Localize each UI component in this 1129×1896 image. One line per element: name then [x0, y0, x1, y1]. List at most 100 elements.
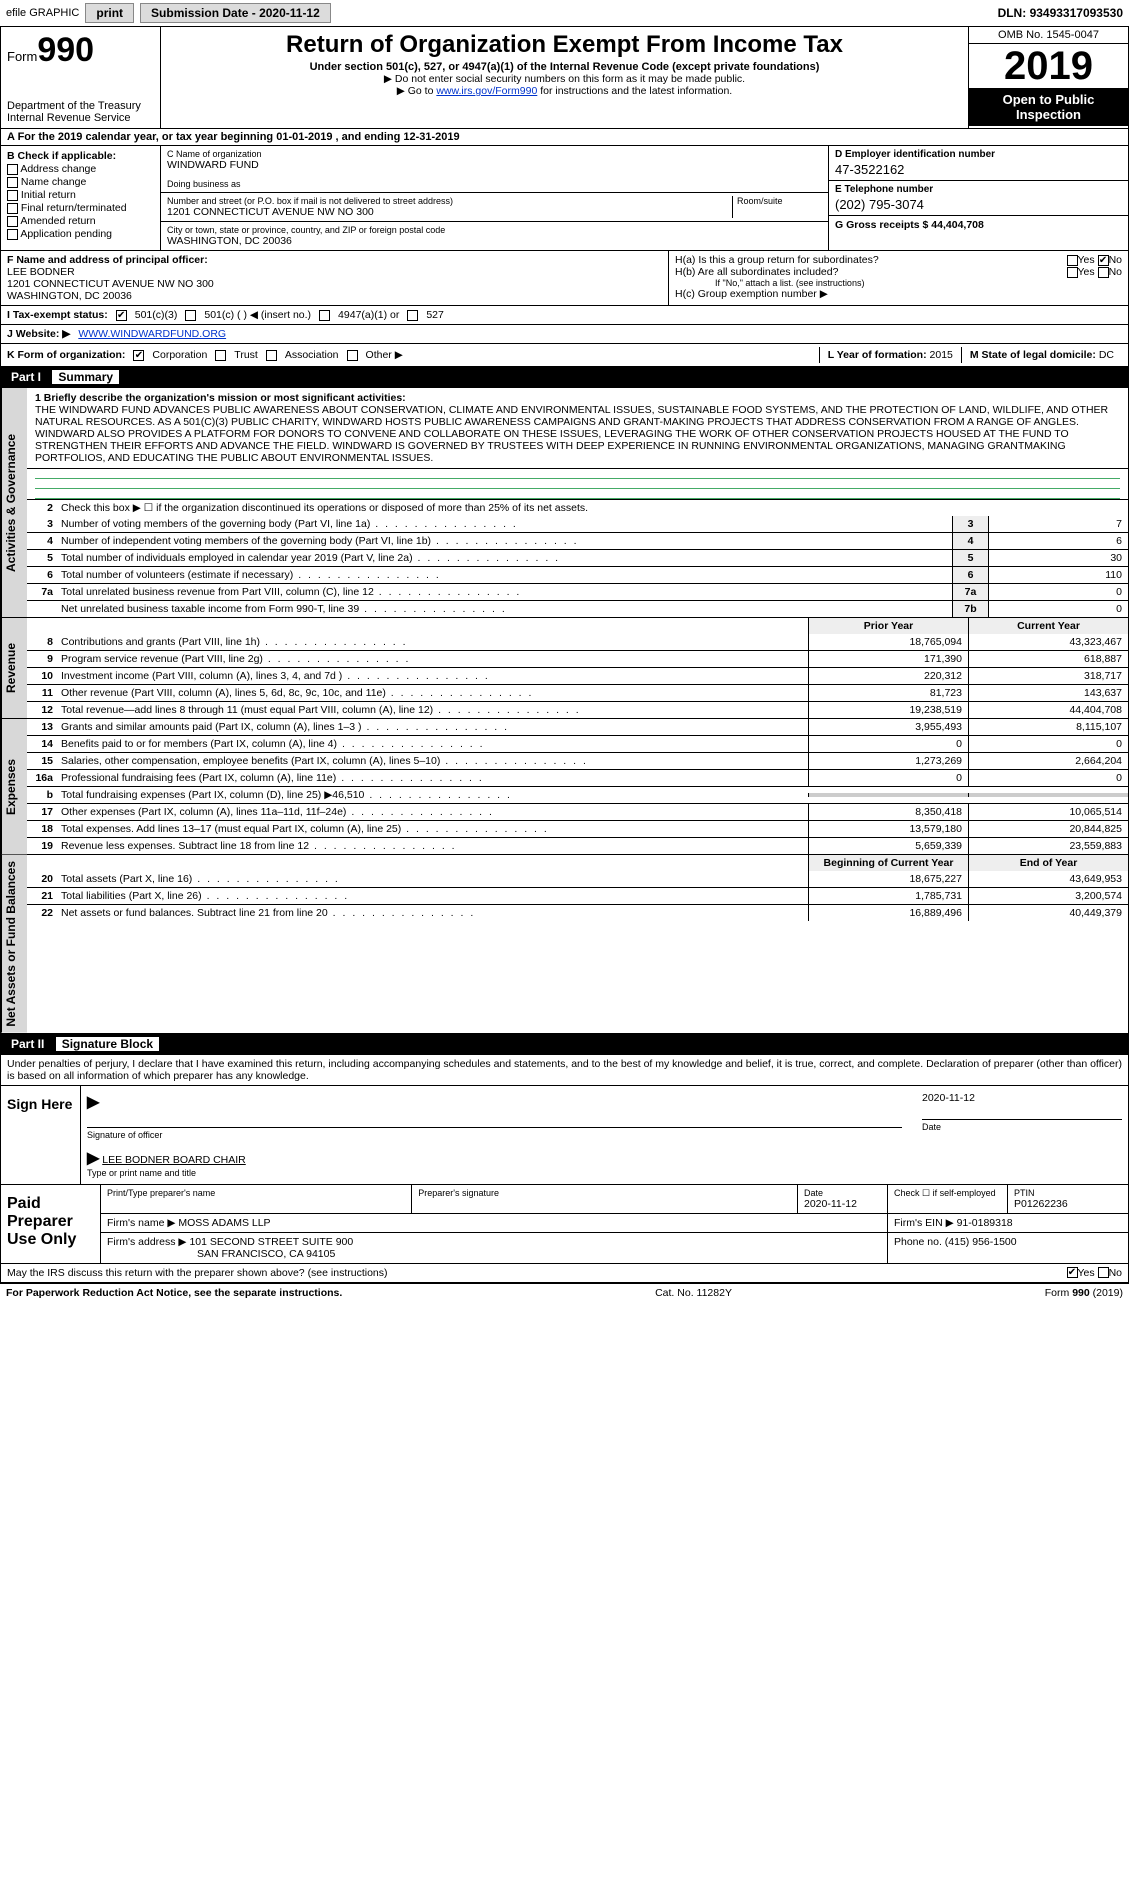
sign-here-label: Sign Here	[1, 1086, 81, 1184]
hb-row: H(b) Are all subordinates included? Yes …	[675, 266, 1122, 278]
officer-addr2: WASHINGTON, DC 20036	[7, 290, 662, 302]
form-number: Form990	[7, 31, 154, 70]
page-footer: For Paperwork Reduction Act Notice, see …	[0, 1283, 1129, 1302]
chk-501c3[interactable]: ✔	[116, 310, 127, 321]
city-state-zip: WASHINGTON, DC 20036	[167, 235, 822, 247]
table-row: Net unrelated business taxable income fr…	[27, 600, 1128, 617]
tax-year: 2019	[969, 44, 1128, 88]
footer-left: For Paperwork Reduction Act Notice, see …	[6, 1287, 342, 1299]
header-left: Form990 Department of the Treasury Inter…	[1, 27, 161, 128]
table-row: 14Benefits paid to or for members (Part …	[27, 735, 1128, 752]
website-link[interactable]: WWW.WINDWARDFUND.ORG	[78, 328, 226, 340]
officer-name: LEE BODNER	[7, 266, 662, 278]
table-row: 7aTotal unrelated business revenue from …	[27, 583, 1128, 600]
year-formation: L Year of formation: 2015	[819, 347, 961, 363]
table-row: 21Total liabilities (Part X, line 26)1,7…	[27, 887, 1128, 904]
chk-trust[interactable]	[215, 350, 226, 361]
revenue-body: Prior Year Current Year 8Contributions a…	[27, 618, 1128, 718]
part1-governance: Activities & Governance 1 Briefly descri…	[0, 388, 1129, 618]
table-row: 5Total number of individuals employed in…	[27, 549, 1128, 566]
arrow-icon: ▶	[87, 1094, 99, 1111]
header-mid: Return of Organization Exempt From Incom…	[161, 27, 968, 128]
mission-section: 1 Briefly describe the organization's mi…	[27, 388, 1128, 469]
b-label: B Check if applicable:	[7, 150, 154, 162]
net-header: Beginning of Current Year End of Year	[27, 855, 1128, 871]
footer-mid: Cat. No. 11282Y	[655, 1287, 732, 1299]
section-b: B Check if applicable: Address change Na…	[1, 146, 161, 250]
gross-receipts: 44,404,708	[931, 219, 984, 231]
chk-address-change[interactable]: Address change	[7, 163, 154, 175]
chk-other[interactable]	[347, 350, 358, 361]
firm-ein: 91-0189318	[957, 1217, 1013, 1229]
dept-label: Department of the Treasury	[7, 100, 154, 112]
tax-period: A For the 2019 calendar year, or tax yea…	[0, 129, 1129, 146]
section-i: I Tax-exempt status: ✔501(c)(3) 501(c) (…	[0, 306, 1129, 325]
chk-discuss-yes[interactable]: ✔	[1067, 1267, 1078, 1278]
vtab-netassets: Net Assets or Fund Balances	[1, 855, 27, 1033]
chk-association[interactable]	[266, 350, 277, 361]
dln: DLN: 93493317093530	[998, 6, 1123, 20]
section-h: H(a) Is this a group return for subordin…	[668, 251, 1128, 305]
table-row: 4Number of independent voting members of…	[27, 532, 1128, 549]
table-row: 13Grants and similar amounts paid (Part …	[27, 719, 1128, 735]
table-row: 18Total expenses. Add lines 13–17 (must …	[27, 820, 1128, 837]
org-name-row: C Name of organization WINDWARD FUND Doi…	[161, 146, 828, 193]
phone-cell: E Telephone number (202) 795-3074	[829, 181, 1128, 216]
print-button[interactable]: print	[85, 3, 134, 23]
form-header: Form990 Department of the Treasury Inter…	[0, 27, 1129, 129]
chk-amended[interactable]: Amended return	[7, 215, 154, 227]
vtab-expenses: Expenses	[1, 719, 27, 854]
chk-final-return[interactable]: Final return/terminated	[7, 202, 154, 214]
table-row: 20Total assets (Part X, line 16)18,675,2…	[27, 871, 1128, 887]
note-ssn: ▶ Do not enter social security numbers o…	[167, 73, 962, 85]
open-public-badge: Open to Public Inspection	[969, 88, 1128, 126]
section-j: J Website: ▶ WWW.WINDWARDFUND.ORG	[0, 325, 1129, 344]
table-row: 9Program service revenue (Part VIII, lin…	[27, 650, 1128, 667]
table-row: 11Other revenue (Part VIII, column (A), …	[27, 684, 1128, 701]
table-row: 19Revenue less expenses. Subtract line 1…	[27, 837, 1128, 854]
netassets-body: Beginning of Current Year End of Year 20…	[27, 855, 1128, 1033]
hc-row: H(c) Group exemption number ▶	[675, 288, 1122, 300]
table-row: 22Net assets or fund balances. Subtract …	[27, 904, 1128, 921]
paid-preparer-label: Paid Preparer Use Only	[1, 1185, 101, 1263]
chk-527[interactable]	[407, 310, 418, 321]
blank-line	[35, 489, 1120, 499]
city-row: City or town, state or province, country…	[161, 222, 828, 250]
perjury-statement: Under penalties of perjury, I declare th…	[1, 1055, 1128, 1085]
chk-corporation[interactable]: ✔	[133, 350, 144, 361]
chk-application-pending[interactable]: Application pending	[7, 228, 154, 240]
part2-title: Part II Signature Block	[0, 1034, 1129, 1055]
footer-right: Form 990 (2019)	[1045, 1287, 1123, 1299]
table-row: 15Salaries, other compensation, employee…	[27, 752, 1128, 769]
chk-501c[interactable]	[185, 310, 196, 321]
table-row: 10Investment income (Part VIII, column (…	[27, 667, 1128, 684]
gross-receipts-cell: G Gross receipts $ 44,404,708	[829, 216, 1128, 234]
section-de: D Employer identification number 47-3522…	[828, 146, 1128, 250]
signature-block: Under penalties of perjury, I declare th…	[0, 1055, 1129, 1185]
vtab-revenue: Revenue	[1, 618, 27, 718]
form-title: Return of Organization Exempt From Incom…	[167, 31, 962, 59]
vtab-governance: Activities & Governance	[1, 388, 27, 617]
ein: 47-3522162	[835, 160, 1122, 177]
table-row: 17Other expenses (Part IX, column (A), l…	[27, 803, 1128, 820]
section-klm: K Form of organization: ✔Corporation Tru…	[0, 344, 1129, 367]
chk-4947[interactable]	[319, 310, 330, 321]
printed-name: LEE BODNER BOARD CHAIR	[102, 1154, 246, 1166]
chk-initial-return[interactable]: Initial return	[7, 189, 154, 201]
discuss-row: May the IRS discuss this return with the…	[0, 1264, 1129, 1283]
table-row: 8Contributions and grants (Part VIII, li…	[27, 634, 1128, 650]
mission-text: THE WINDWARD FUND ADVANCES PUBLIC AWAREN…	[35, 404, 1108, 464]
part1-netassets: Net Assets or Fund Balances Beginning of…	[0, 855, 1129, 1034]
omb-number: OMB No. 1545-0047	[969, 27, 1128, 44]
officer-signature-line[interactable]	[87, 1112, 902, 1128]
table-row: 6Total number of volunteers (estimate if…	[27, 566, 1128, 583]
line-2: 2 Check this box ▶ ☐ if the organization…	[27, 499, 1128, 516]
domicile: M State of legal domicile: DC	[961, 347, 1122, 363]
irs-link[interactable]: www.irs.gov/Form990	[436, 85, 537, 97]
arrow-icon: ▶	[87, 1150, 99, 1167]
table-row: 3Number of voting members of the governi…	[27, 516, 1128, 532]
chk-discuss-no[interactable]	[1098, 1267, 1109, 1278]
sign-date: 2020-11-12	[922, 1092, 1122, 1104]
section-f: F Name and address of principal officer:…	[1, 251, 668, 305]
chk-name-change[interactable]: Name change	[7, 176, 154, 188]
